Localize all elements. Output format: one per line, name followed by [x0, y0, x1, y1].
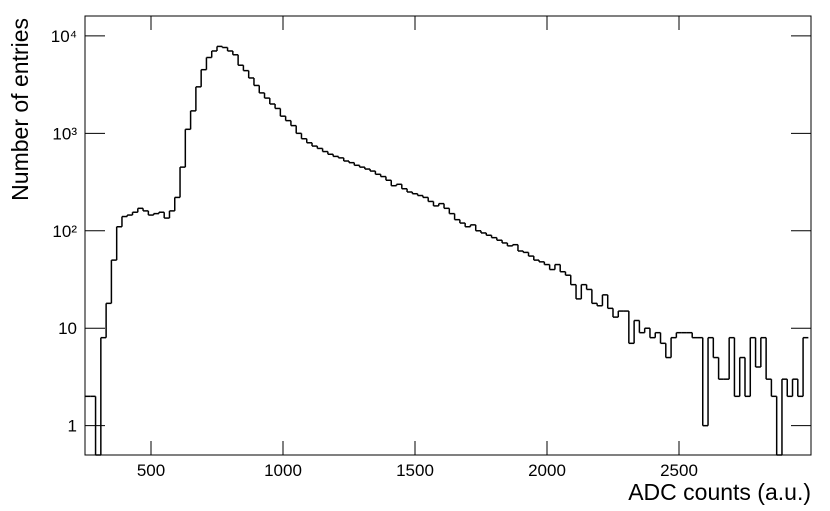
y-tick-label: 10² — [52, 222, 77, 241]
x-tick-label: 2500 — [660, 461, 698, 480]
x-tick-label: 1000 — [264, 461, 302, 480]
x-tick-label: 500 — [137, 461, 165, 480]
y-tick-label: 10 — [58, 319, 77, 338]
y-tick-label: 1 — [68, 417, 77, 436]
y-tick-label: 10³ — [52, 124, 77, 143]
x-tick-label: 2000 — [528, 461, 566, 480]
y-tick-label: 10⁴ — [51, 27, 77, 46]
plot-frame — [84, 15, 812, 456]
x-tick-label: 1500 — [396, 461, 434, 480]
y-axis-label: Number of entries — [7, 18, 33, 201]
x-axis-label: ADC counts (a.u.) — [628, 479, 811, 505]
